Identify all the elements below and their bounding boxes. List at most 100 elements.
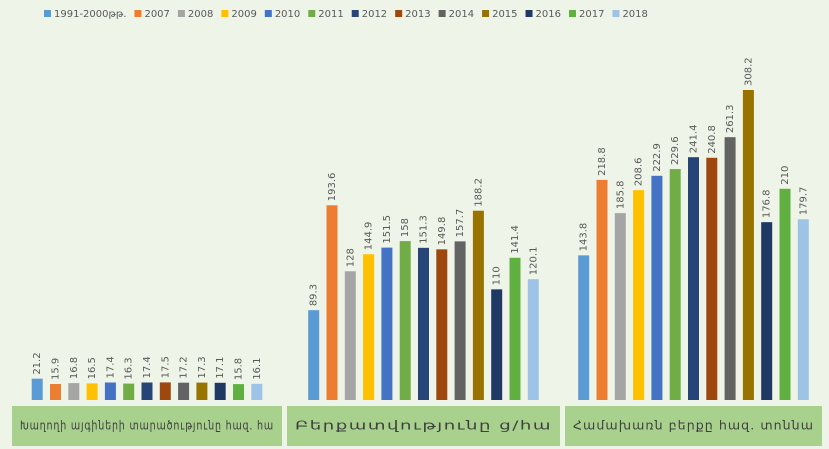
legend-label: 2014 bbox=[449, 9, 474, 20]
value-label: 157.7 bbox=[455, 209, 466, 238]
bar bbox=[344, 271, 356, 400]
bar bbox=[326, 205, 338, 400]
legend-swatch bbox=[438, 10, 446, 17]
bar bbox=[123, 383, 135, 400]
value-label: 240.8 bbox=[707, 125, 718, 154]
value-label: 17.5 bbox=[160, 356, 171, 378]
legend-swatch bbox=[482, 10, 490, 17]
value-label: 21.2 bbox=[32, 352, 43, 374]
value-label: 144.9 bbox=[364, 222, 375, 251]
legend-label: 2015 bbox=[492, 9, 517, 20]
legend-swatch bbox=[568, 10, 576, 17]
bar bbox=[797, 219, 809, 400]
value-label: 17.4 bbox=[142, 356, 153, 378]
bar bbox=[436, 249, 448, 400]
bar bbox=[472, 210, 484, 400]
value-label: 241.4 bbox=[689, 125, 700, 154]
value-label: 308.2 bbox=[743, 57, 754, 86]
value-label: 120.1 bbox=[528, 247, 539, 276]
legend-label: 1991-2000թթ. bbox=[54, 9, 126, 20]
value-label: 188.2 bbox=[473, 178, 484, 207]
value-label: 15.8 bbox=[234, 358, 245, 380]
value-label: 261.3 bbox=[725, 105, 736, 134]
bar bbox=[399, 241, 411, 400]
value-label: 185.8 bbox=[615, 180, 626, 209]
bar bbox=[578, 255, 590, 400]
value-label: 151.5 bbox=[382, 215, 393, 244]
bar bbox=[669, 169, 681, 400]
bar bbox=[688, 157, 699, 400]
value-label: 17.2 bbox=[179, 356, 190, 378]
value-label: 179.7 bbox=[798, 187, 809, 216]
bar bbox=[308, 310, 320, 400]
category-box bbox=[565, 406, 822, 446]
legend-label: 2012 bbox=[362, 9, 387, 20]
legend-label: 2018 bbox=[622, 9, 647, 20]
legend-label: 2009 bbox=[231, 9, 256, 20]
bar bbox=[381, 247, 393, 400]
x-tick-label: Խաղողի այգիների տարածությունը հազ. հա bbox=[20, 419, 274, 433]
legend-label: 2008 bbox=[188, 9, 213, 20]
category-box bbox=[12, 406, 282, 446]
legend-swatch bbox=[134, 10, 142, 17]
value-label: 16.1 bbox=[252, 358, 263, 380]
bar bbox=[633, 190, 645, 400]
value-label: 222.9 bbox=[652, 143, 663, 172]
value-label: 218.8 bbox=[597, 147, 608, 176]
bar bbox=[509, 257, 521, 400]
bar bbox=[761, 222, 773, 400]
legend-label: 2016 bbox=[536, 9, 561, 20]
bar bbox=[614, 213, 626, 400]
value-label: 210 bbox=[780, 166, 791, 185]
value-label: 16.8 bbox=[69, 357, 80, 379]
bar bbox=[68, 383, 80, 400]
legend-label: 2013 bbox=[405, 9, 430, 20]
bar bbox=[527, 279, 539, 400]
legend-label: 2011 bbox=[318, 9, 343, 20]
value-label: 208.6 bbox=[634, 158, 645, 187]
value-label: 158 bbox=[400, 218, 411, 237]
bar bbox=[491, 289, 503, 400]
x-tick-label: Բերքատվությունը ց/հա bbox=[295, 419, 552, 433]
value-label: 15.9 bbox=[51, 358, 62, 380]
legend-label: 2017 bbox=[579, 9, 604, 20]
bar bbox=[233, 384, 244, 400]
bar bbox=[418, 247, 429, 400]
legend-label: 2007 bbox=[144, 9, 169, 20]
bar bbox=[159, 382, 171, 400]
value-label: 128 bbox=[345, 248, 356, 267]
legend-swatch bbox=[44, 10, 51, 17]
bar bbox=[104, 382, 116, 400]
legend-swatch bbox=[525, 10, 533, 17]
value-label: 16.3 bbox=[124, 357, 135, 379]
value-label: 89.3 bbox=[309, 284, 320, 306]
bar bbox=[724, 137, 736, 400]
bar bbox=[141, 382, 153, 400]
value-label: 110 bbox=[492, 266, 503, 285]
legend-swatch bbox=[612, 10, 620, 17]
legend-swatch bbox=[264, 10, 272, 17]
value-label: 143.8 bbox=[579, 223, 590, 252]
bar bbox=[251, 383, 263, 400]
bar bbox=[178, 382, 190, 400]
value-label: 17.3 bbox=[197, 356, 208, 378]
value-label: 16.5 bbox=[87, 357, 98, 379]
value-label: 17.4 bbox=[105, 356, 116, 378]
bar bbox=[214, 382, 226, 400]
bar bbox=[50, 384, 61, 400]
legend-swatch bbox=[395, 10, 403, 17]
bar bbox=[31, 378, 43, 400]
legend-swatch bbox=[308, 10, 316, 17]
value-label: 17.1 bbox=[215, 357, 226, 379]
bar bbox=[651, 175, 663, 400]
legend-swatch bbox=[221, 10, 229, 17]
value-label: 193.6 bbox=[327, 173, 338, 202]
bar bbox=[196, 382, 208, 400]
value-label: 149.8 bbox=[437, 217, 448, 246]
value-label: 176.8 bbox=[762, 190, 773, 219]
value-label: 151.3 bbox=[419, 215, 430, 244]
bar bbox=[454, 241, 466, 400]
bar bbox=[86, 383, 98, 400]
